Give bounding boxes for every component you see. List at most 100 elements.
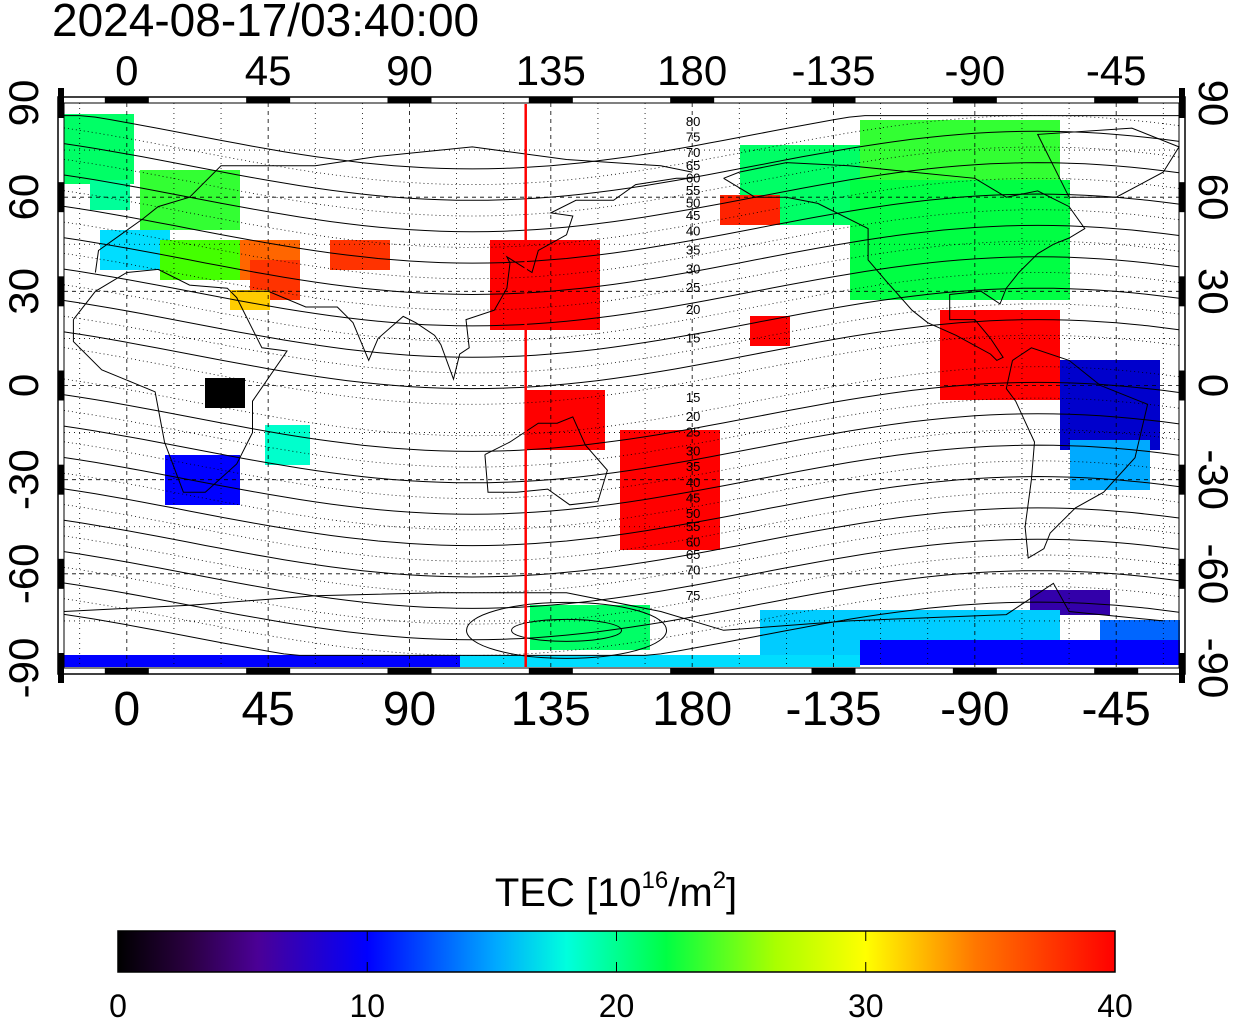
- coastline: [723, 162, 1086, 362]
- coastline: [72, 268, 288, 493]
- contour-label: 50: [686, 506, 700, 521]
- lon-tick-label-bottom: -45: [1081, 683, 1150, 736]
- colorbar-tick-label: 0: [109, 988, 127, 1021]
- colorbar-title: TEC [1016/m2]: [495, 867, 737, 915]
- contour-line: [63, 601, 1180, 656]
- lon-tick-label-top: -135: [791, 47, 875, 94]
- coastline: [1036, 127, 1180, 198]
- contour-label: 25: [686, 425, 700, 440]
- contour-label: 40: [686, 224, 700, 239]
- lat-tick-label-left: -60: [0, 543, 47, 604]
- lon-tick-label-bottom: -90: [940, 683, 1009, 736]
- lat-tick-label-left: 90: [0, 80, 47, 127]
- contour-label: 40: [686, 475, 700, 490]
- frame-tick-bar: [246, 97, 291, 103]
- contour-label: 25: [686, 280, 700, 295]
- contour-label: 60: [686, 170, 700, 185]
- tec-patch: [620, 430, 720, 550]
- contour-line: [63, 538, 1180, 609]
- lat-tick-label-right: 90: [1190, 80, 1235, 127]
- colorbar-tick-label: 40: [1097, 988, 1133, 1021]
- tec-patch: [64, 655, 464, 667]
- frame-tick-bar: [104, 97, 149, 103]
- lon-tick-label-top: 0: [115, 47, 138, 94]
- lat-tick-label-left: 30: [0, 268, 47, 315]
- contour-line: [63, 585, 1180, 656]
- contour-label: 15: [686, 390, 700, 405]
- map-panel: 8075706560555045403530252015152025303540…: [57, 88, 1186, 683]
- contour-label: 75: [686, 130, 700, 145]
- frame-tick-bar: [811, 668, 856, 674]
- contour-line: [63, 428, 1180, 499]
- contour-line: [63, 193, 1180, 264]
- contour-label: 75: [686, 588, 700, 603]
- tec-patch: [940, 310, 1060, 400]
- contour-line: [63, 507, 1180, 578]
- lon-tick-label-bottom: 180: [652, 683, 732, 736]
- contour-label: 30: [686, 261, 700, 276]
- contour-line: [63, 162, 1180, 233]
- lon-tick-label-bottom: 0: [113, 683, 140, 736]
- colorbar-tick-label: 10: [349, 988, 385, 1021]
- lon-tick-label-top: -45: [1086, 47, 1147, 94]
- frame-tick-bar: [58, 653, 64, 683]
- tec-patch: [160, 240, 240, 280]
- contour-line: [63, 381, 1180, 452]
- tec-patch: [330, 240, 390, 270]
- contour-line: [63, 224, 1180, 296]
- contour-line: [63, 272, 1180, 343]
- longitude-ticks-top: 0 45 90 135 180 -135 -90 -45: [115, 47, 1146, 94]
- frame-tick-bar: [952, 668, 997, 674]
- lon-tick-label-top: 180: [657, 47, 727, 94]
- colorbar: TEC [1016/m2] 0 10 20 30 40: [109, 867, 1133, 1021]
- contour-label: 65: [686, 158, 700, 173]
- contour-label: 70: [686, 563, 700, 578]
- lon-tick-label-top: 135: [516, 47, 586, 94]
- tec-patch: [860, 640, 1180, 665]
- contour-line: [63, 491, 1180, 562]
- coastline: [1005, 347, 1149, 559]
- magnetic-latitude-contours: [63, 115, 1180, 659]
- frame-tick-bar: [1179, 276, 1185, 307]
- frame-tick-bar: [58, 276, 64, 307]
- colorbar-tick-label: 20: [599, 988, 635, 1021]
- lat-tick-label-right: 0: [1190, 374, 1235, 397]
- contour-label: 55: [686, 519, 700, 534]
- coastlines: [63, 127, 1180, 631]
- lat-tick-label-left: -30: [0, 449, 47, 510]
- frame-tick-bar: [1179, 653, 1185, 683]
- contour-line: [64, 115, 1179, 170]
- coastline: [94, 146, 693, 273]
- frame-tick-bar: [952, 97, 997, 103]
- contour-line: [63, 287, 1180, 358]
- frame-tick-bar: [387, 668, 432, 674]
- contour-label: 35: [686, 243, 700, 258]
- contour-label: 50: [686, 195, 700, 210]
- contour-line: [63, 523, 1180, 594]
- contour-line: [63, 177, 1180, 248]
- frame-tick-bar: [1179, 370, 1185, 401]
- lat-tick-label-right: 60: [1190, 174, 1235, 221]
- contour-line: [63, 570, 1180, 641]
- frame-tick-bar: [1179, 88, 1185, 118]
- contour-label: 80: [686, 114, 700, 129]
- longitude-ticks-bottom: 0 45 90 135 180 -135 -90 -45: [113, 683, 1150, 736]
- lon-tick-label-bottom: 45: [241, 683, 294, 736]
- frame-tick-bar: [246, 668, 291, 674]
- contour-line: [63, 444, 1180, 515]
- lon-tick-label-bottom: -135: [785, 683, 881, 736]
- coastline: [484, 416, 608, 506]
- contour-line: [63, 130, 1180, 201]
- contour-label: 20: [686, 409, 700, 424]
- contour-label: 45: [686, 208, 700, 223]
- frame-tick-bar: [528, 97, 573, 103]
- contour-label: 60: [686, 534, 700, 549]
- contour-label: 45: [686, 491, 700, 506]
- contour-label: 65: [686, 547, 700, 562]
- lat-tick-label-left: 60: [0, 174, 47, 221]
- frame-tick-bar: [58, 88, 64, 118]
- timestamp-title: 2024-08-17/03:40:00: [52, 0, 479, 46]
- tec-patch: [750, 316, 790, 346]
- frame-tick-bar: [387, 97, 432, 103]
- tec-patch: [205, 378, 245, 408]
